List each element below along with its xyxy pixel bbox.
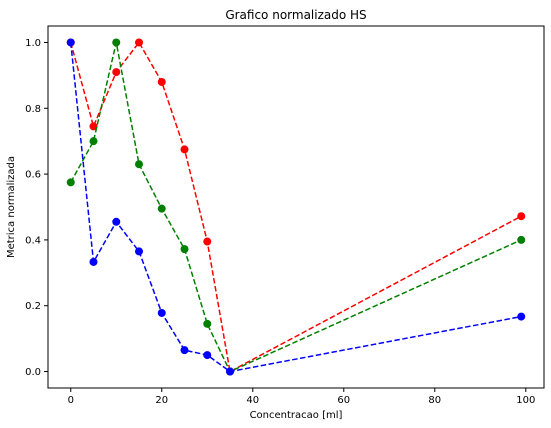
y-tick-label: 0.0 — [25, 367, 41, 378]
y-axis-title: Metrica normalizada — [6, 156, 17, 258]
data-point — [89, 137, 98, 146]
data-point — [66, 178, 75, 187]
y-tick-label: 0.4 — [25, 235, 41, 246]
data-point — [112, 217, 121, 226]
data-point — [226, 367, 235, 376]
data-point — [135, 160, 144, 169]
series-1 — [66, 38, 526, 376]
chart-title: Grafico normalizado HS — [225, 8, 366, 22]
data-point — [517, 212, 526, 221]
data-point — [112, 68, 121, 77]
series-0 — [66, 38, 526, 376]
data-point — [203, 351, 212, 360]
x-tick-label: 100 — [516, 395, 535, 406]
series-line — [70, 41, 522, 373]
data-point — [180, 145, 189, 154]
data-point — [112, 38, 121, 47]
data-point — [180, 245, 189, 254]
series-line — [70, 42, 522, 373]
axes-frame — [47, 25, 545, 389]
series-2 — [66, 38, 526, 376]
data-point — [89, 122, 98, 131]
y-axis: 0.0 0.2 0.4 0.6 0.8 1.0 — [25, 38, 48, 378]
data-point — [157, 308, 166, 317]
x-tick-label: 60 — [337, 395, 350, 406]
y-tick-label: 0.6 — [25, 170, 41, 181]
data-point — [157, 204, 166, 213]
data-point — [203, 319, 212, 328]
data-point — [66, 38, 75, 47]
x-tick-label: 0 — [68, 395, 74, 406]
data-point — [89, 257, 98, 266]
data-point — [157, 77, 166, 86]
x-tick-label: 20 — [155, 395, 168, 406]
data-point — [203, 237, 212, 246]
series-line — [70, 42, 522, 373]
data-point — [135, 38, 144, 47]
data-point — [517, 235, 526, 244]
x-axis: 0 20 40 60 80 100 — [68, 388, 535, 406]
y-tick-label: 0.2 — [25, 301, 41, 312]
plot-area — [66, 38, 526, 376]
y-tick-label: 1.0 — [25, 38, 41, 49]
data-point — [180, 346, 189, 355]
data-point — [135, 247, 144, 256]
data-point — [517, 312, 526, 321]
x-tick-label: 40 — [246, 395, 259, 406]
y-tick-label: 0.8 — [25, 104, 41, 115]
x-tick-label: 80 — [428, 395, 441, 406]
x-axis-title: Concentracao [ml] — [250, 410, 343, 421]
